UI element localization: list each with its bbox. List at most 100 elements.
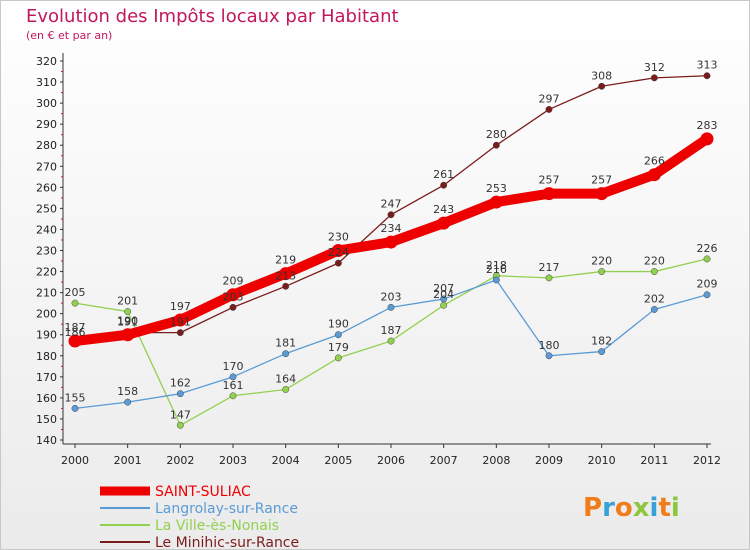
data-label: 226 bbox=[697, 242, 718, 255]
data-label: 190 bbox=[117, 315, 138, 328]
data-point bbox=[545, 105, 553, 113]
y-tick-label: 160 bbox=[36, 392, 57, 405]
data-point bbox=[334, 259, 342, 267]
x-tick-label: 2007 bbox=[430, 454, 458, 467]
y-tick-label: 210 bbox=[36, 287, 57, 300]
data-point bbox=[71, 299, 79, 307]
data-label: 180 bbox=[539, 339, 560, 352]
data-label: 186 bbox=[65, 326, 86, 339]
proxiti-logo: Proxiti bbox=[583, 493, 680, 523]
data-point bbox=[545, 274, 553, 282]
data-point bbox=[173, 313, 187, 327]
data-label: 158 bbox=[117, 385, 138, 398]
data-point bbox=[440, 295, 448, 303]
legend-label-3: Le Minihic-sur-Rance bbox=[155, 535, 299, 550]
data-label: 253 bbox=[486, 182, 507, 195]
chart-title: Evolution des Impôts locaux par Habitant bbox=[26, 6, 399, 27]
data-point bbox=[650, 74, 658, 82]
data-point bbox=[703, 291, 711, 299]
data-label: 220 bbox=[591, 255, 612, 268]
x-tick-label: 2000 bbox=[61, 454, 89, 467]
data-point bbox=[598, 268, 606, 276]
data-label: 213 bbox=[275, 269, 296, 282]
y-tick-label: 270 bbox=[36, 160, 57, 173]
data-point bbox=[440, 181, 448, 189]
y-tick-label: 250 bbox=[36, 202, 57, 215]
data-point bbox=[229, 373, 237, 381]
y-tick-label: 180 bbox=[36, 350, 57, 363]
data-point bbox=[121, 328, 135, 342]
data-point bbox=[387, 337, 395, 345]
data-point bbox=[595, 187, 609, 201]
data-point bbox=[282, 350, 290, 358]
data-point bbox=[124, 398, 132, 406]
data-label: 209 bbox=[223, 275, 244, 288]
data-point bbox=[331, 244, 345, 257]
logo-letter: i bbox=[671, 493, 680, 523]
data-label: 219 bbox=[275, 254, 296, 267]
data-label: 207 bbox=[433, 282, 454, 295]
data-label: 216 bbox=[486, 263, 507, 276]
data-label: 224 bbox=[328, 246, 349, 259]
data-label: 147 bbox=[170, 408, 191, 421]
y-tick-label: 280 bbox=[36, 139, 57, 152]
data-point bbox=[542, 187, 556, 201]
data-label: 155 bbox=[65, 391, 86, 404]
data-label: 203 bbox=[381, 290, 402, 303]
data-point bbox=[650, 306, 658, 313]
data-label: 161 bbox=[223, 379, 244, 392]
data-label: 283 bbox=[697, 119, 718, 132]
logo-letter: o bbox=[615, 493, 633, 523]
y-tick-label: 320 bbox=[36, 55, 57, 68]
data-point bbox=[229, 303, 237, 311]
x-tick-label: 2010 bbox=[588, 454, 616, 467]
data-label: 257 bbox=[539, 174, 560, 187]
data-point bbox=[226, 288, 240, 302]
data-label: 313 bbox=[697, 59, 718, 72]
data-point bbox=[334, 331, 342, 339]
x-tick-label: 2006 bbox=[377, 454, 405, 467]
data-label: 170 bbox=[223, 360, 244, 373]
logo-letter: P bbox=[583, 493, 602, 523]
data-label: 202 bbox=[644, 292, 665, 305]
data-point bbox=[334, 354, 342, 362]
x-tick-label: 2008 bbox=[482, 454, 510, 467]
y-tick-label: 150 bbox=[36, 413, 57, 426]
data-point bbox=[492, 141, 500, 149]
data-label: 243 bbox=[433, 203, 454, 216]
series-layer bbox=[68, 72, 714, 429]
data-label: 247 bbox=[381, 198, 402, 211]
data-label: 187 bbox=[65, 321, 86, 334]
x-tick-label: 2003 bbox=[219, 454, 247, 467]
data-label: 204 bbox=[433, 288, 454, 301]
data-label: 191 bbox=[170, 316, 191, 329]
y-tick-label: 170 bbox=[36, 371, 57, 384]
data-point bbox=[124, 308, 132, 316]
y-tick-label: 260 bbox=[36, 181, 57, 194]
data-label: 280 bbox=[486, 128, 507, 141]
data-point bbox=[68, 334, 82, 348]
data-label: 297 bbox=[539, 92, 560, 105]
data-point bbox=[279, 267, 293, 281]
x-tick-label: 2004 bbox=[272, 454, 300, 467]
data-point bbox=[229, 392, 237, 400]
data-point bbox=[545, 352, 553, 360]
data-point bbox=[387, 303, 395, 311]
data-label: 182 bbox=[591, 335, 612, 348]
data-point bbox=[437, 216, 451, 230]
y-tick-label: 230 bbox=[36, 245, 57, 258]
y-tick-label: 240 bbox=[36, 223, 57, 236]
data-point bbox=[176, 390, 184, 398]
data-label: 234 bbox=[381, 222, 402, 235]
data-point bbox=[703, 255, 711, 263]
chart-subtitle: (en € et par an) bbox=[26, 29, 112, 42]
y-tick-label: 140 bbox=[36, 434, 57, 447]
data-point bbox=[176, 421, 184, 429]
legend-label-0: SAINT-SULIAC bbox=[155, 484, 251, 500]
x-tick-label: 2011 bbox=[640, 454, 668, 467]
axes: 140 150 160 170 180 190 200 210 220 230 240 250 260 2… bbox=[36, 53, 721, 467]
logo-letter: i bbox=[650, 493, 659, 523]
data-label: 201 bbox=[117, 295, 138, 308]
